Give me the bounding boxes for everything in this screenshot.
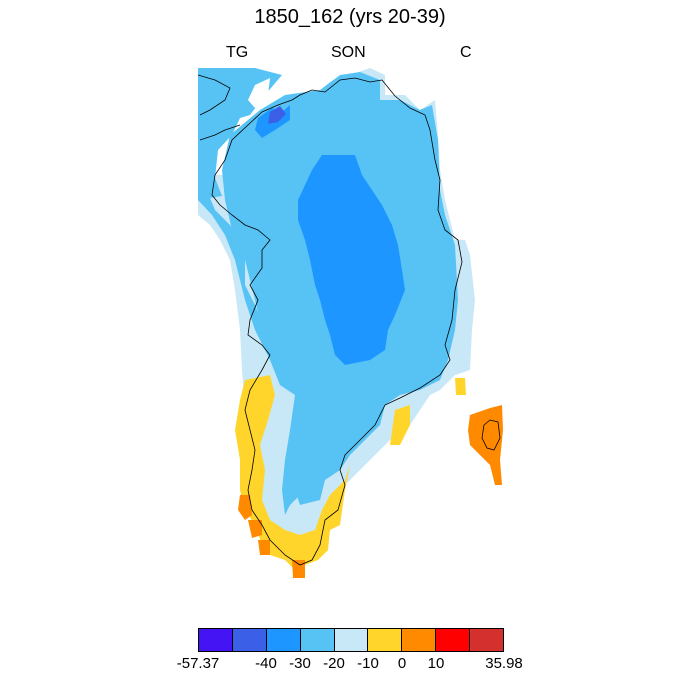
colorbar-ticks: -57.37 -40 -30 -20 -10 0 10 35.98 [0, 655, 700, 675]
season-label: SON [331, 44, 366, 61]
colorbar-tick-label: 0 [397, 655, 407, 672]
coastline-iceland [481, 419, 501, 451]
colorbar-box-0 [199, 629, 233, 651]
colorbar-tick-label: 10 [427, 655, 445, 672]
map-fill-blue-core [298, 155, 405, 365]
colorbar-tick-label: -30 [289, 655, 311, 672]
colorbar-box-6 [402, 629, 437, 651]
map-fill-yellow-east [390, 405, 410, 445]
coastline-nw [197, 74, 241, 141]
colorbar-box-8 [470, 629, 504, 651]
map-fill-orange-s [258, 540, 270, 555]
colorbar-box-3 [300, 629, 335, 651]
map-fill-yellow [235, 375, 350, 570]
colorbar-box-7 [436, 629, 471, 651]
coastline-main [211, 77, 463, 566]
colorbar-box-5 [368, 629, 403, 651]
colorbar-tick-label: -57.37 [176, 655, 220, 672]
map-fill-orange-s2 [292, 560, 305, 578]
map-fill-yellow-east2 [455, 378, 466, 395]
colorbar-tick-label: 35.98 [485, 655, 523, 672]
map-fill-strong-blue-north [268, 106, 286, 124]
units-label: C [460, 44, 472, 61]
colorbar-tick-label: -40 [255, 655, 277, 672]
variable-label: TG [226, 44, 249, 61]
map-fill-orange-sw [238, 495, 252, 520]
map-gap-north [248, 78, 270, 108]
colorbar [198, 628, 504, 652]
colorbar-box-2 [266, 629, 301, 651]
colorbar-box-4 [334, 629, 369, 651]
colorbar-box-1 [232, 629, 267, 651]
plot-title: 1850_162 (yrs 20-39) [254, 6, 446, 28]
map-fill-medium-blue-nw [198, 68, 270, 160]
colorbar-tick-label: -10 [357, 655, 379, 672]
map-fill-orange-sw2 [248, 520, 262, 538]
colorbar-tick-label: -20 [323, 655, 345, 672]
